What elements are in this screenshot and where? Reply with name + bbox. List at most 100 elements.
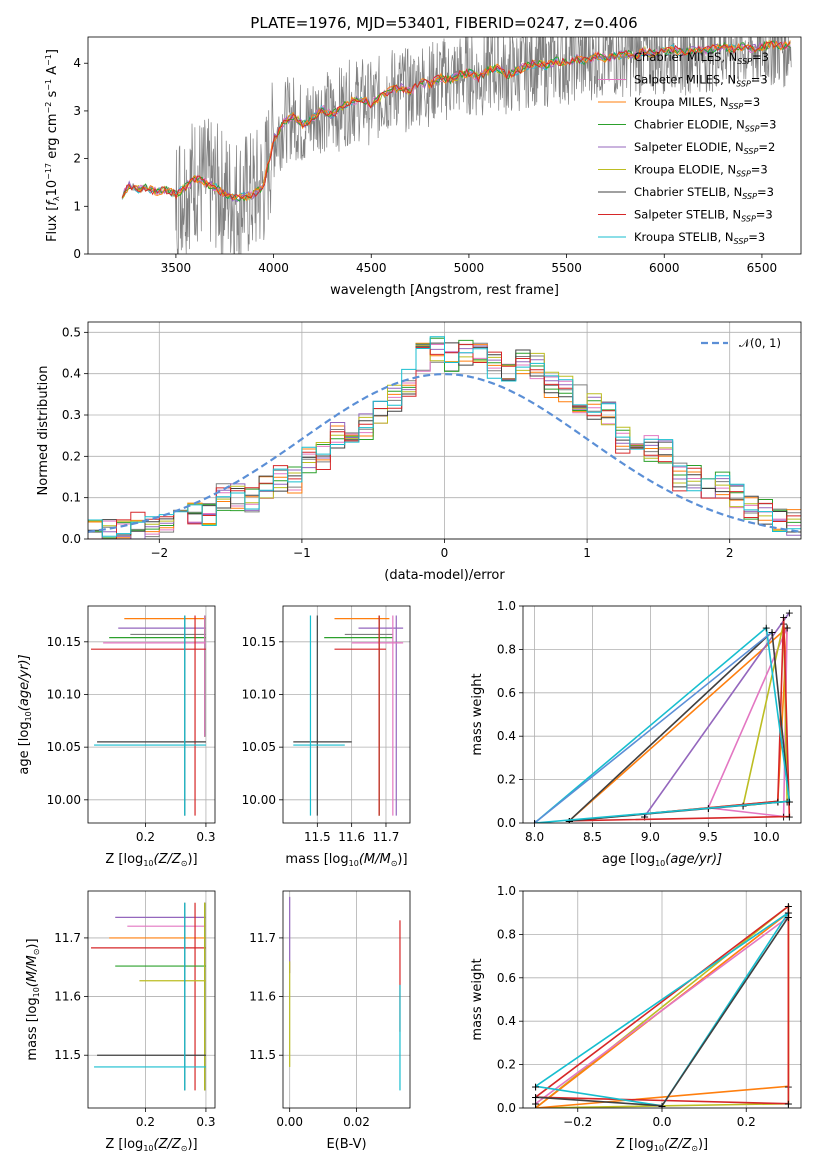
x-axis-label: E(B-V) — [326, 1137, 366, 1152]
weight-line — [534, 626, 791, 823]
weight-marker: + — [785, 795, 794, 808]
x-tick-label: 0.00 — [276, 1115, 303, 1129]
x-axis-label: wavelength [Angstrom, rest frame] — [330, 283, 559, 298]
x-tick-label: 11.6 — [338, 830, 365, 844]
y-tick-label: 0.0 — [62, 532, 81, 546]
y-tick-label: 1.0 — [497, 884, 516, 898]
label-part: Kroupa MILES, N — [634, 95, 729, 109]
label-part: ] — [45, 49, 60, 54]
weight-marker: + — [531, 1091, 540, 1104]
weight-marker: + — [565, 815, 574, 828]
y-tick-label: 11.5 — [54, 1048, 81, 1062]
weight-marker: + — [779, 611, 788, 624]
label-part: Chabrier STELIB, N — [634, 185, 742, 199]
x-tick-label: 8.0 — [525, 830, 544, 844]
weight-marker: + — [530, 817, 539, 830]
x-tick-label: 4500 — [356, 261, 387, 275]
x-tick-label: 10.0 — [753, 830, 780, 844]
spectrum-plot-area — [121, 37, 792, 254]
label-part: ⊙ — [32, 949, 41, 956]
weight-marker: + — [531, 1102, 540, 1115]
age_vs_mass-plot-area — [293, 615, 404, 816]
y-axis-label: mass weight — [470, 673, 485, 755]
y-tick-label: 0.4 — [497, 729, 516, 743]
label-part: 10 — [45, 180, 60, 197]
y-tick-label: 0.2 — [497, 1058, 516, 1072]
weight-marker: + — [782, 622, 791, 635]
y-tick-label: 11.5 — [249, 1048, 276, 1062]
y-tick-label: 10.05 — [242, 740, 276, 754]
label-part: =3 — [751, 73, 768, 87]
weight-marker: + — [657, 1100, 666, 1113]
label-part: (M/M — [359, 852, 391, 867]
weight-marker: + — [657, 1100, 666, 1113]
weight-line — [535, 904, 790, 1105]
y-axis-label: mass [log10(M/M⊙)] — [25, 938, 41, 1060]
y-tick-label: 0.8 — [497, 642, 516, 656]
x-axis-label: Z [log10(Z/Z⊙)] — [105, 852, 197, 868]
x-tick-label: 0.2 — [136, 830, 155, 844]
y-axis-label: age [log10(age/yr)] — [17, 654, 33, 774]
weight-marker: + — [531, 1098, 540, 1111]
x-tick-label: 1 — [583, 546, 591, 560]
age_vs_mass-axes: 11.5 11.6 11.7 10.00 10.05 10.10 10.15 mass [lo… — [242, 605, 411, 868]
y-tick-label: 0.2 — [62, 449, 81, 463]
label-part: =3 — [757, 185, 774, 199]
y-tick-label: 11.7 — [54, 931, 81, 945]
label-part: (Z/Z — [154, 852, 182, 867]
label-part: Flux [ — [45, 206, 60, 242]
label-part: 10 — [143, 1144, 153, 1153]
label-part: )] — [397, 852, 407, 867]
weight-marker: + — [531, 1080, 540, 1093]
mass_vs_Z-plot-area — [91, 902, 206, 1091]
label-part: )] — [698, 1137, 708, 1152]
label-part: )] — [187, 852, 197, 867]
legend-entry: Salpeter STELIB, NSSP=3 — [634, 208, 773, 224]
label-part: )] — [187, 1137, 197, 1152]
legend-entry: 𝒩(0, 1) — [739, 336, 781, 350]
label-part: SSP — [736, 80, 751, 89]
mass_weight_vs_age-plot-area: +++++++++++++++++++++++++++++++ — [530, 607, 794, 830]
x-tick-label: 11.7 — [373, 830, 400, 844]
label-part: Z [log — [105, 1137, 143, 1152]
label-part: SSP — [737, 57, 752, 66]
label-part: Chabrier ELODIE, N — [634, 118, 745, 132]
weight-marker: + — [784, 1098, 793, 1111]
y-tick-label: 4 — [73, 56, 81, 70]
label-part: s — [45, 91, 60, 102]
x-tick-label: −1 — [293, 546, 311, 560]
x-tick-label: 4000 — [258, 261, 289, 275]
label-part: ⊙ — [181, 1144, 188, 1153]
weight-marker: + — [784, 907, 793, 920]
label-part: (age/yr)] — [17, 654, 32, 711]
label-part: Salpeter MILES, N — [634, 73, 736, 87]
x-axis-label: Z [log10(Z/Z⊙)] — [105, 1137, 197, 1153]
residuals-plot-area — [88, 336, 801, 539]
label-part: (M/M — [25, 955, 40, 987]
weight-marker: + — [565, 815, 574, 828]
axes-frame — [522, 605, 802, 824]
histogram-step-line — [88, 336, 801, 537]
y-tick-label: 0.6 — [497, 686, 516, 700]
x-tick-label: 3500 — [161, 261, 192, 275]
axes-frame — [282, 890, 411, 1109]
x-tick-label: 5500 — [551, 261, 582, 275]
label-part: SSP — [734, 237, 749, 246]
weight-marker: + — [530, 817, 539, 830]
mass_weight_vs_Z-axes: ++++++++++++++++++++++−0.2 0.0 0.2 0.0 0.2 0.… — [470, 884, 802, 1153]
y-tick-label: 2 — [73, 152, 81, 166]
mass_weight_vs_age-axes: +++++++++++++++++++++++++++++++8.0 8.5 9.0… — [470, 599, 802, 868]
label-part: 10 — [654, 1144, 664, 1153]
axes-frame — [522, 890, 802, 1109]
x-tick-label: 8.5 — [583, 830, 602, 844]
label-part: 10 — [32, 987, 41, 997]
weight-marker: + — [565, 815, 574, 828]
model-spectrum-line — [121, 40, 791, 201]
x-tick-label: 0.3 — [196, 1115, 215, 1129]
y-tick-label: 10.15 — [47, 635, 81, 649]
legend-entry: Salpeter MILES, NSSP=3 — [634, 73, 768, 89]
label-part: λ — [52, 196, 61, 201]
label-part: 10 — [24, 711, 33, 721]
spectrum-axes: 3500 4000 4500 5000 5500 6000 6500 0 1 2 3 4 wavelen… — [44, 36, 802, 298]
